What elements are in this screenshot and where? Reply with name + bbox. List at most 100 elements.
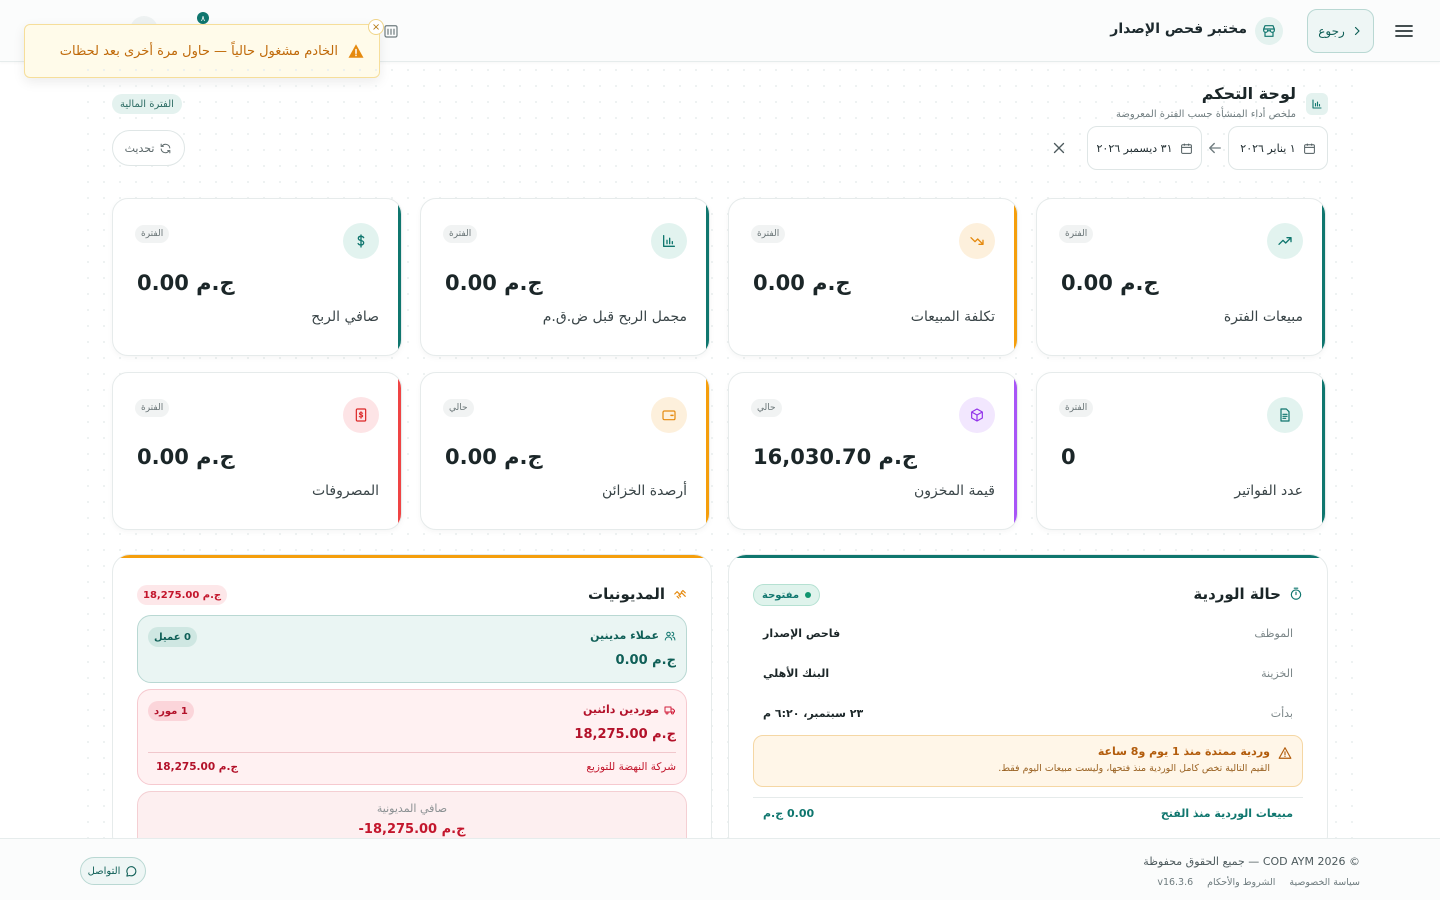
app-title: مختبر فحص الإصدار <box>1110 21 1247 37</box>
suppliers-debt-box[interactable]: موردين دائنين 18,275.00 ج.م 1 مورد شركة … <box>137 689 687 785</box>
refresh-button[interactable]: تحديث <box>112 130 185 166</box>
trend-up-icon <box>1267 223 1303 259</box>
toast-message: الخادم مشغول حالياً — حاول مرة أخرى بعد … <box>59 43 338 59</box>
card-badge: الفترة <box>751 225 786 243</box>
dashboard-icon <box>1306 93 1328 115</box>
date-to-value: ٣١ ديسمبر ٢٠٢٦ <box>1096 141 1173 155</box>
customers-label: عملاء مدينين <box>590 629 659 642</box>
debts-panel: المديونيات 18,275.00 ج.م عملاء مدينين 0.… <box>112 554 712 854</box>
period-chip: الفترة المالية <box>112 94 182 114</box>
shift-status-label: مفتوحة <box>762 589 800 601</box>
page-subtitle: ملخص أداء المنشأة حسب الفترة المعروضة <box>1115 109 1296 120</box>
stat-card-cogs[interactable]: الفترة ج.م 0.00 تكلفة المبيعات <box>728 198 1018 356</box>
receipt-icon <box>343 397 379 433</box>
card-value: ج.م 0.00 <box>1061 271 1159 295</box>
stat-card-gross-profit[interactable]: الفترة ج.م 0.00 مجمل الربح قبل ض.ق.م <box>420 198 710 356</box>
stat-card-net-profit[interactable]: الفترة ج.م 0.00 صافي الربح <box>112 198 402 356</box>
users-icon <box>664 631 676 640</box>
card-label: تكلفة المبيعات <box>910 309 995 325</box>
stat-card-expenses[interactable]: الفترة ج.م 0.00 المصروفات <box>112 372 402 530</box>
card-stripe <box>1014 373 1017 529</box>
warning-title: وردية ممتدة منذ 1 يوم و8 ساعة <box>1097 745 1270 758</box>
divider <box>148 752 676 753</box>
copyright: © 2026 COD AYM — جميع الحقوق محفوظة <box>1143 855 1360 868</box>
clear-dates-icon[interactable] <box>1050 139 1068 157</box>
truck-icon <box>664 706 675 714</box>
shift-status-panel: حالة الوردية مفتوحة الموظف فاحص الإصدار … <box>728 554 1328 854</box>
supplier-name: شركة النهضة للتوزيع <box>586 761 676 773</box>
card-stripe <box>706 199 709 355</box>
card-badge: حالي <box>751 399 782 417</box>
card-label: مبيعات الفترة <box>1223 309 1303 325</box>
card-value: 0 <box>1061 445 1076 469</box>
store-icon <box>1255 17 1283 45</box>
shift-row-started: بدأت ٢٣ سبتمبر، ٦:٢٠ م <box>763 703 1293 723</box>
notification-badge: ٨ <box>197 12 209 24</box>
card-badge: حالي <box>443 399 474 417</box>
card-label: قيمة المخزون <box>913 483 995 499</box>
calendar-icon <box>1303 143 1315 154</box>
suppliers-label: موردين دائنين <box>583 703 659 716</box>
contact-button[interactable]: التواصل <box>80 857 146 885</box>
toast-close-button[interactable]: × <box>368 19 384 35</box>
date-from-picker[interactable]: ١ يناير ٢٠٢٦ <box>1228 126 1328 170</box>
trend-down-icon <box>959 223 995 259</box>
panel-topbar <box>113 555 711 558</box>
customers-amount: 0.00 ج.م <box>615 653 676 668</box>
card-stripe <box>1014 199 1017 355</box>
stat-card-invoices[interactable]: الفترة 0 عدد الفواتير <box>1036 372 1326 530</box>
box-icon <box>959 397 995 433</box>
date-from-value: ١ يناير ٢٠٢٦ <box>1240 141 1296 155</box>
calendar-icon <box>1180 143 1192 154</box>
back-button[interactable]: رجوع <box>1307 9 1374 53</box>
page-title: لوحة التحكم <box>1201 84 1296 103</box>
row-key: الموظف <box>1254 626 1293 640</box>
divider <box>753 797 1303 798</box>
arrow-left-icon <box>1206 139 1224 157</box>
panel-topbar <box>729 555 1327 558</box>
terms-link[interactable]: الشروط والأحكام <box>1207 877 1276 888</box>
wallet-icon <box>651 397 687 433</box>
row-key: بدأت <box>1270 706 1293 720</box>
shift-row-treasury: الخزينة البنك الأهلي <box>763 663 1293 683</box>
shift-title: حالة الوردية <box>1193 585 1281 603</box>
card-value: ج.م 0.00 <box>445 445 543 469</box>
timer-icon <box>1289 587 1303 601</box>
building-icon[interactable] <box>382 22 400 40</box>
shift-status-badge: مفتوحة <box>753 584 821 606</box>
stat-card-sales[interactable]: الفترة ج.م 0.00 مبيعات الفترة <box>1036 198 1326 356</box>
chevron-right-icon <box>1354 26 1360 36</box>
card-stripe <box>706 373 709 529</box>
card-label: مجمل الربح قبل ض.ق.م <box>542 309 687 325</box>
row-value: البنك الأهلي <box>763 666 830 680</box>
shift-sales-label: مبيعات الوردية منذ الفتح <box>1160 807 1293 820</box>
card-stripe <box>1322 199 1325 355</box>
extended-shift-warning: وردية ممتدة منذ 1 يوم و8 ساعة القيم التا… <box>753 735 1303 787</box>
warning-text: القيم التالية تخص كامل الوردية منذ فتحها… <box>998 763 1270 774</box>
stat-card-inventory[interactable]: حالي ج.م 16,030.70 قيمة المخزون <box>728 372 1018 530</box>
card-value: ج.م 16,030.70 <box>753 445 918 469</box>
contact-label: التواصل <box>87 865 121 877</box>
customers-label-wrap: عملاء مدينين <box>590 629 676 642</box>
net-debt-value: -18,275.00 ج.م <box>358 822 466 837</box>
version-label: v16.3.6 <box>1157 877 1194 888</box>
dollar-icon <box>343 223 379 259</box>
card-value: ج.م 0.00 <box>137 271 235 295</box>
date-to-picker[interactable]: ٣١ ديسمبر ٢٠٢٦ <box>1087 126 1202 170</box>
suppliers-label-wrap: موردين دائنين <box>583 703 676 716</box>
card-stripe <box>398 373 401 529</box>
stat-card-treasury[interactable]: حالي ج.م 0.00 أرصدة الخزائن <box>420 372 710 530</box>
menu-icon[interactable] <box>1392 19 1416 43</box>
status-dot <box>805 592 812 598</box>
refresh-label: تحديث <box>124 141 155 155</box>
card-value: ج.م 0.00 <box>137 445 235 469</box>
card-label: المصروفات <box>311 483 379 499</box>
row-value: ٢٣ سبتمبر، ٦:٢٠ م <box>763 706 864 720</box>
supplier-row[interactable]: شركة النهضة للتوزيع 18,275.00 ج.م <box>156 761 676 773</box>
chat-icon <box>126 865 137 877</box>
customers-debt-box[interactable]: عملاء مدينين 0.00 ج.م 0 عميل <box>137 615 687 683</box>
card-badge: الفترة <box>1059 399 1094 417</box>
privacy-link[interactable]: سياسة الخصوصية <box>1289 877 1360 888</box>
card-stripe <box>1322 373 1325 529</box>
debts-title: المديونيات <box>588 585 665 603</box>
